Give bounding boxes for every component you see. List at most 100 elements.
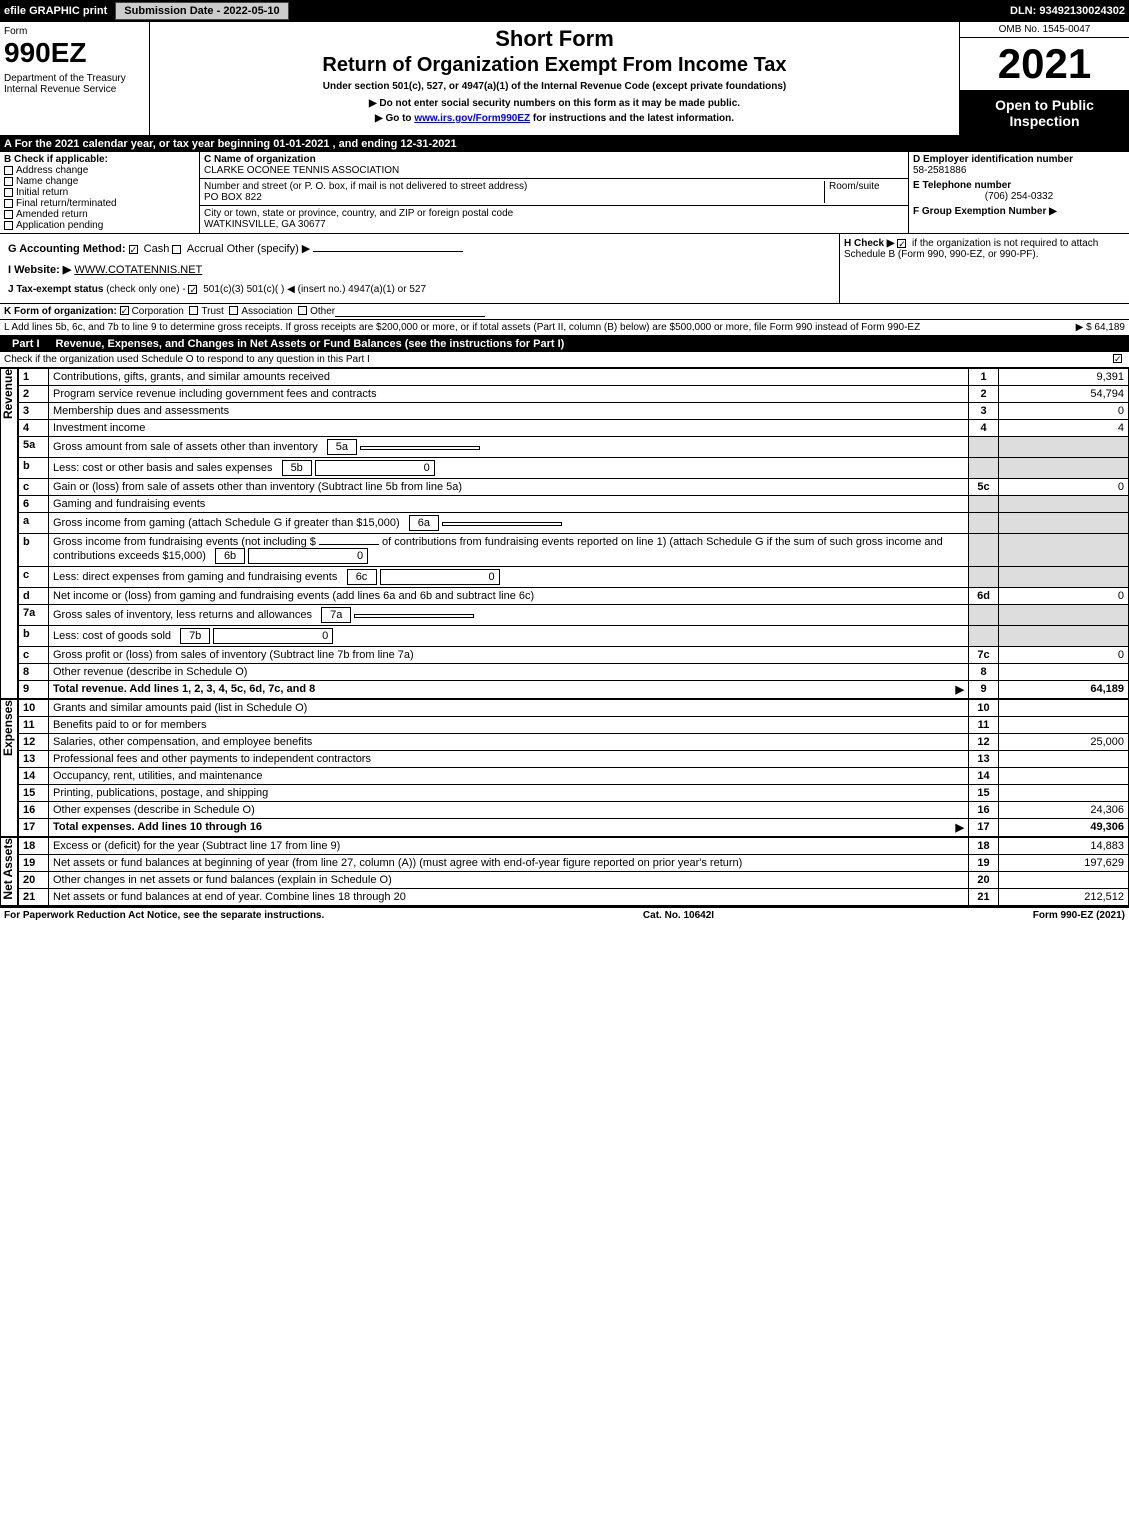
line-16: 16Other expenses (describe in Schedule O… bbox=[19, 802, 1129, 819]
tax-year: 2021 bbox=[960, 38, 1129, 91]
footer-center: Cat. No. 10642I bbox=[643, 910, 714, 921]
line-5a: 5aGross amount from sale of assets other… bbox=[19, 437, 1129, 458]
revenue-side-label: Revenue bbox=[0, 368, 18, 699]
expenses-block: Expenses 10Grants and similar amounts pa… bbox=[0, 699, 1129, 837]
b-label: B Check if applicable: bbox=[4, 154, 195, 165]
department: Department of the Treasury Internal Reve… bbox=[4, 73, 145, 95]
line-20: 20Other changes in net assets or fund ba… bbox=[19, 872, 1129, 889]
line-3: 3Membership dues and assessments30 bbox=[19, 403, 1129, 420]
line-21: 21Net assets or fund balances at end of … bbox=[19, 889, 1129, 906]
line-6a: aGross income from gaming (attach Schedu… bbox=[19, 513, 1129, 534]
line-13: 13Professional fees and other payments t… bbox=[19, 751, 1129, 768]
part-1-header: Part I Revenue, Expenses, and Changes in… bbox=[0, 336, 1129, 352]
cb-final: Final return/terminated bbox=[4, 198, 195, 209]
line-10: 10Grants and similar amounts paid (list … bbox=[19, 700, 1129, 717]
c-city-row: City or town, state or province, country… bbox=[200, 206, 908, 232]
cb-schedule-o bbox=[1113, 354, 1122, 363]
header-right: OMB No. 1545-0047 2021 Open to Public In… bbox=[959, 22, 1129, 135]
netassets-block: Net Assets 18Excess or (deficit) for the… bbox=[0, 837, 1129, 906]
cb-other bbox=[298, 306, 307, 315]
line-6b: bGross income from fundraising events (n… bbox=[19, 534, 1129, 567]
c-street-row: Number and street (or P. O. box, if mail… bbox=[200, 179, 908, 206]
cb-name: Name change bbox=[4, 176, 195, 187]
e-label: E Telephone number bbox=[913, 180, 1125, 191]
cb-501c3 bbox=[188, 285, 197, 294]
netassets-table: 18Excess or (deficit) for the year (Subt… bbox=[18, 837, 1129, 906]
cb-assoc bbox=[229, 306, 238, 315]
title-short-form: Short Form bbox=[158, 26, 951, 52]
title-return: Return of Organization Exempt From Incom… bbox=[158, 54, 951, 77]
cb-accrual bbox=[172, 245, 181, 254]
gh-block: G Accounting Method: Cash Accrual Other … bbox=[0, 234, 1129, 304]
line-7a: 7aGross sales of inventory, less returns… bbox=[19, 605, 1129, 626]
footer-right: Form 990-EZ (2021) bbox=[1033, 910, 1125, 921]
cb-trust bbox=[189, 306, 198, 315]
k-row: K Form of organization: Corporation Trus… bbox=[0, 304, 1129, 320]
line-9: 9Total revenue. Add lines 1, 2, 3, 4, 5c… bbox=[19, 681, 1129, 699]
col-c: C Name of organization CLARKE OCONEE TEN… bbox=[200, 152, 909, 233]
l-row: L Add lines 5b, 6c, and 7b to line 9 to … bbox=[0, 320, 1129, 336]
dln: DLN: 93492130024302 bbox=[1010, 5, 1125, 17]
col-b: B Check if applicable: Address change Na… bbox=[0, 152, 200, 233]
line-15: 15Printing, publications, postage, and s… bbox=[19, 785, 1129, 802]
line-11: 11Benefits paid to or for members11 bbox=[19, 717, 1129, 734]
revenue-table: 1Contributions, gifts, grants, and simil… bbox=[18, 368, 1129, 699]
line-2: 2Program service revenue including gover… bbox=[19, 386, 1129, 403]
cb-corp bbox=[120, 306, 129, 315]
col-d: D Employer identification number 58-2581… bbox=[909, 152, 1129, 233]
top-bar: efile GRAPHIC print Submission Date - 20… bbox=[0, 0, 1129, 22]
line-7c: cGross profit or (loss) from sales of in… bbox=[19, 647, 1129, 664]
omb-number: OMB No. 1545-0047 bbox=[960, 22, 1129, 38]
line-5c: cGain or (loss) from sale of assets othe… bbox=[19, 479, 1129, 496]
form-header: Form 990EZ Department of the Treasury In… bbox=[0, 22, 1129, 136]
open-to-public: Open to Public Inspection bbox=[960, 91, 1129, 135]
part-1-checkline: Check if the organization used Schedule … bbox=[0, 352, 1129, 368]
line-7b: bLess: cost of goods sold 7b 0 bbox=[19, 626, 1129, 647]
expenses-side-label: Expenses bbox=[0, 699, 18, 837]
form-label: Form bbox=[4, 26, 145, 37]
footer-left: For Paperwork Reduction Act Notice, see … bbox=[4, 910, 324, 921]
f-label: F Group Exemption Number ▶ bbox=[913, 206, 1125, 217]
room-suite: Room/suite bbox=[824, 181, 904, 203]
org-street: PO BOX 822 bbox=[204, 192, 824, 203]
d-label: D Employer identification number bbox=[913, 154, 1125, 165]
website: WWW.COTATENNIS.NET bbox=[74, 264, 202, 276]
section-text: Under section 501(c), 527, or 4947(a)(1)… bbox=[158, 81, 951, 92]
line-4: 4Investment income44 bbox=[19, 420, 1129, 437]
warning-ssn: ▶ Do not enter social security numbers o… bbox=[158, 98, 951, 109]
phone: (706) 254-0332 bbox=[913, 191, 1125, 202]
efile-label: efile GRAPHIC print bbox=[4, 5, 107, 17]
line-6d: dNet income or (loss) from gaming and fu… bbox=[19, 588, 1129, 605]
line-6c: cLess: direct expenses from gaming and f… bbox=[19, 567, 1129, 588]
org-name: CLARKE OCONEE TENNIS ASSOCIATION bbox=[204, 165, 904, 176]
line-5b: bLess: cost or other basis and sales exp… bbox=[19, 458, 1129, 479]
line-18: 18Excess or (deficit) for the year (Subt… bbox=[19, 838, 1129, 855]
cb-amended: Amended return bbox=[4, 209, 195, 220]
form-number: 990EZ bbox=[4, 37, 145, 69]
netassets-side-label: Net Assets bbox=[0, 837, 18, 906]
cb-address: Address change bbox=[4, 165, 195, 176]
cb-cash bbox=[129, 245, 138, 254]
warning-link: ▶ Go to www.irs.gov/Form990EZ for instru… bbox=[158, 113, 951, 124]
irs-link[interactable]: www.irs.gov/Form990EZ bbox=[414, 113, 530, 124]
section-a: A For the 2021 calendar year, or tax yea… bbox=[0, 136, 1129, 152]
g-block: G Accounting Method: Cash Accrual Other … bbox=[0, 234, 839, 303]
cb-pending: Application pending bbox=[4, 220, 195, 231]
header-left: Form 990EZ Department of the Treasury In… bbox=[0, 22, 150, 135]
expenses-table: 10Grants and similar amounts paid (list … bbox=[18, 699, 1129, 837]
revenue-block: Revenue 1Contributions, gifts, grants, a… bbox=[0, 368, 1129, 699]
cb-initial: Initial return bbox=[4, 187, 195, 198]
header-center: Short Form Return of Organization Exempt… bbox=[150, 22, 959, 135]
line-8: 8Other revenue (describe in Schedule O)8 bbox=[19, 664, 1129, 681]
l-value: ▶ $ 64,189 bbox=[1076, 322, 1125, 333]
page-footer: For Paperwork Reduction Act Notice, see … bbox=[0, 906, 1129, 923]
line-19: 19Net assets or fund balances at beginni… bbox=[19, 855, 1129, 872]
info-block: B Check if applicable: Address change Na… bbox=[0, 152, 1129, 234]
org-city: WATKINSVILLE, GA 30677 bbox=[204, 219, 904, 230]
line-14: 14Occupancy, rent, utilities, and mainte… bbox=[19, 768, 1129, 785]
line-12: 12Salaries, other compensation, and empl… bbox=[19, 734, 1129, 751]
ein: 58-2581886 bbox=[913, 165, 1125, 176]
submission-date: Submission Date - 2022-05-10 bbox=[115, 2, 288, 20]
line-1: 1Contributions, gifts, grants, and simil… bbox=[19, 369, 1129, 386]
cb-h bbox=[897, 239, 906, 248]
